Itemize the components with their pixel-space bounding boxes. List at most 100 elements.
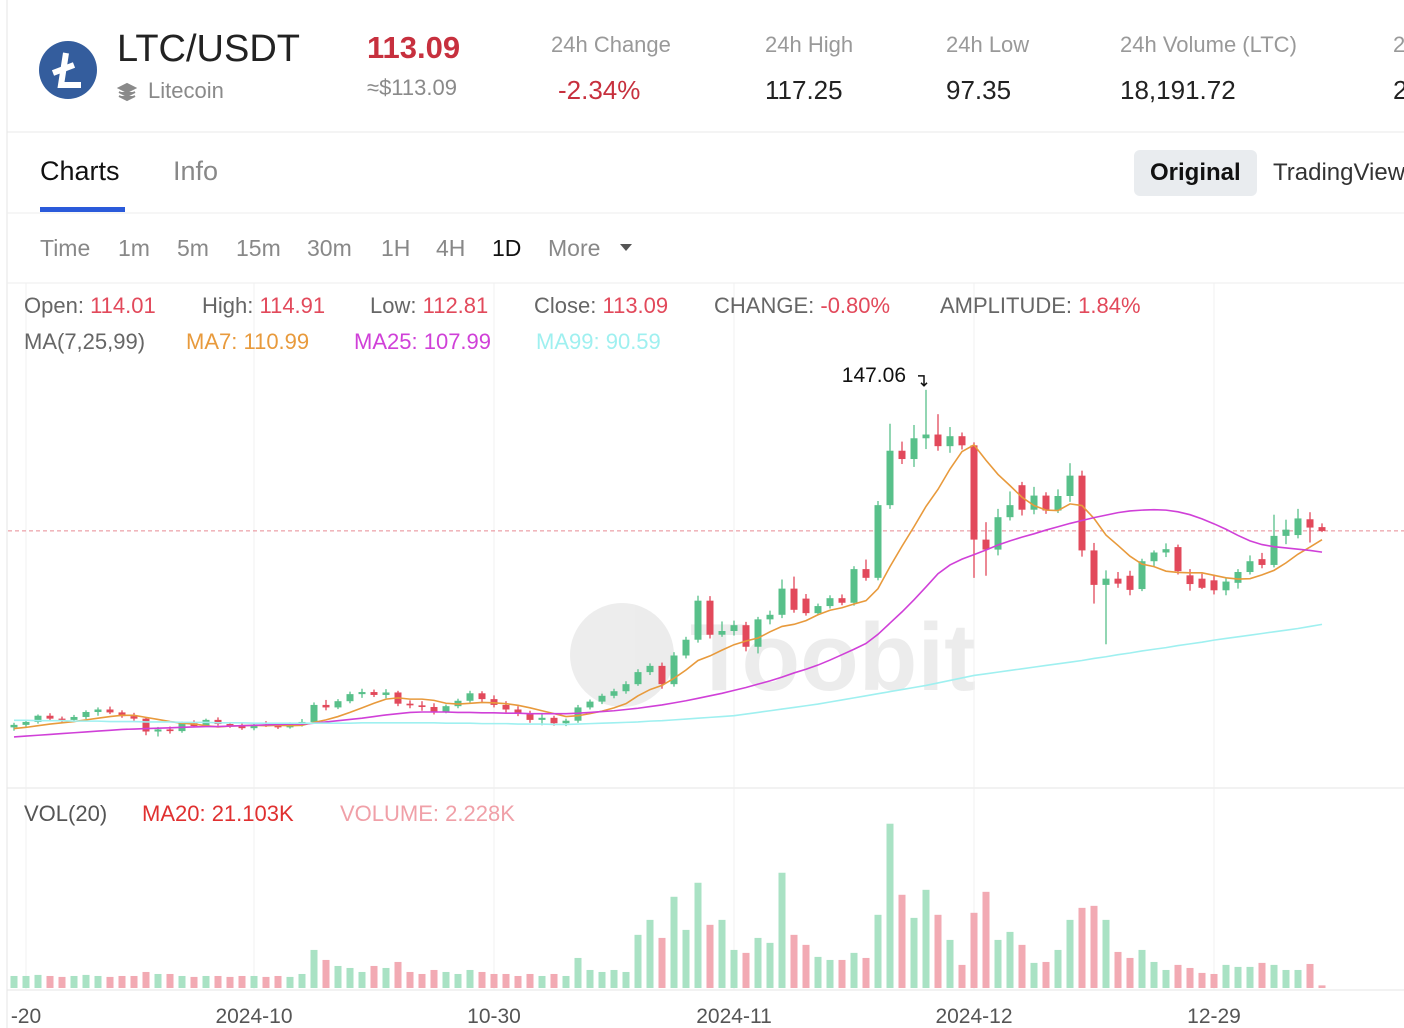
volume-bar [934,914,942,988]
candle-body [838,598,846,603]
volume-bar [1306,963,1314,988]
volume-ma20: MA20: 21.103K [142,801,294,826]
volume-bar [742,952,750,988]
candle-body [214,719,222,725]
candle-body [526,713,534,720]
ma-name: MA99: [536,329,600,354]
volume-bar [130,975,138,988]
candle-body [346,694,354,702]
tab-charts[interactable]: Charts [40,156,120,186]
candle-body [550,717,558,724]
interval-button[interactable]: 1H [381,235,411,261]
candle-body [658,665,666,685]
stat-label: 2 [1393,32,1404,57]
close-value: 113.09 [602,293,669,318]
open-value: 114.01 [90,293,156,318]
candle-body [562,720,570,724]
candle-body [322,704,330,708]
candle-body [1270,535,1278,565]
volume-bar [550,973,558,988]
candle-body [814,606,822,614]
candle-body [1030,495,1038,510]
coin-name: Litecoin [148,78,224,103]
change-label: CHANGE: [714,293,815,318]
candle-body [1294,518,1302,536]
ma-line [14,623,1323,726]
interval-button[interactable]: 30m [307,235,352,261]
candle-body [646,665,654,673]
candle-body [754,619,762,647]
candle-body [142,718,150,732]
volume-bar [226,976,234,988]
interval-button[interactable]: 5m [177,235,209,261]
interval-button[interactable]: 1D [492,235,522,261]
volume-last: VOLUME: 2.228K [340,801,515,826]
candle-body [766,614,774,620]
candle-body [730,625,738,631]
candle-body [118,712,126,717]
watermark: Toobit [570,603,976,711]
volume-bar [766,942,774,988]
volume-bar [394,961,402,988]
ma-legend: MA99: 90.59 [536,329,661,355]
view-tradingview[interactable]: TradingView [1273,159,1404,186]
candle-body [10,724,18,728]
volume-bar [178,975,186,988]
volume-bar [1318,985,1326,988]
volume-bar [610,969,618,988]
interval-button[interactable]: Time [40,235,91,261]
stat-value: 117.25 [765,75,843,105]
candle-body [1198,578,1206,588]
high-legend: High: 114.91 [202,293,325,319]
volume-bar [790,934,798,988]
volume-bar [1174,964,1182,988]
x-tick-label: 12-29 [1187,1005,1241,1028]
candle-body [886,450,894,506]
volume-bar [598,971,606,988]
volume-bar [1090,905,1098,988]
candle-body [226,724,234,726]
volume-bar [1246,966,1254,988]
change-legend: CHANGE: -0.80% [714,293,890,319]
candle-body [274,725,282,728]
candle-body [946,436,954,447]
view-original[interactable]: Original [1150,159,1241,186]
volume-bar [442,971,450,988]
interval-button[interactable]: More [548,235,601,261]
volume-bar [910,917,918,988]
volume-bar [34,974,42,988]
candle-body [538,717,546,720]
candle-body [1006,505,1014,518]
candle-body [586,701,594,708]
last-price: 113.09 [367,30,461,65]
candle-body [1042,495,1050,511]
volume-bar [670,896,678,988]
candle-body [1102,578,1110,585]
ma-legend: MA25: 107.99 [354,329,491,355]
grid [25,283,1215,990]
candle-body [442,706,450,712]
volume-bar [706,924,714,988]
volume-bar [1030,962,1038,988]
interval-button[interactable]: 4H [436,235,466,261]
volume-bar [970,912,978,988]
candle-body [82,711,90,717]
interval-button[interactable]: 1m [118,235,150,261]
candle-body [430,707,438,712]
volume-bar [286,976,294,988]
chain-icon [116,82,138,102]
stat-label: 24h Volume (LTC) [1120,32,1297,57]
volume-bar [562,975,570,988]
ma-value: 90.59 [605,329,661,354]
volume-bar [238,975,246,988]
watermark-text: Toobit [690,604,976,711]
x-tick-label: 10-30 [467,1005,521,1028]
volume-bar [958,964,966,988]
volume-bar [634,934,642,988]
interval-button[interactable]: 15m [236,235,281,261]
candle-body [358,692,366,695]
volume-bar [490,973,498,988]
tab-info[interactable]: Info [173,156,219,186]
volume-bar [1222,964,1230,988]
low-value: 112.81 [422,293,489,318]
